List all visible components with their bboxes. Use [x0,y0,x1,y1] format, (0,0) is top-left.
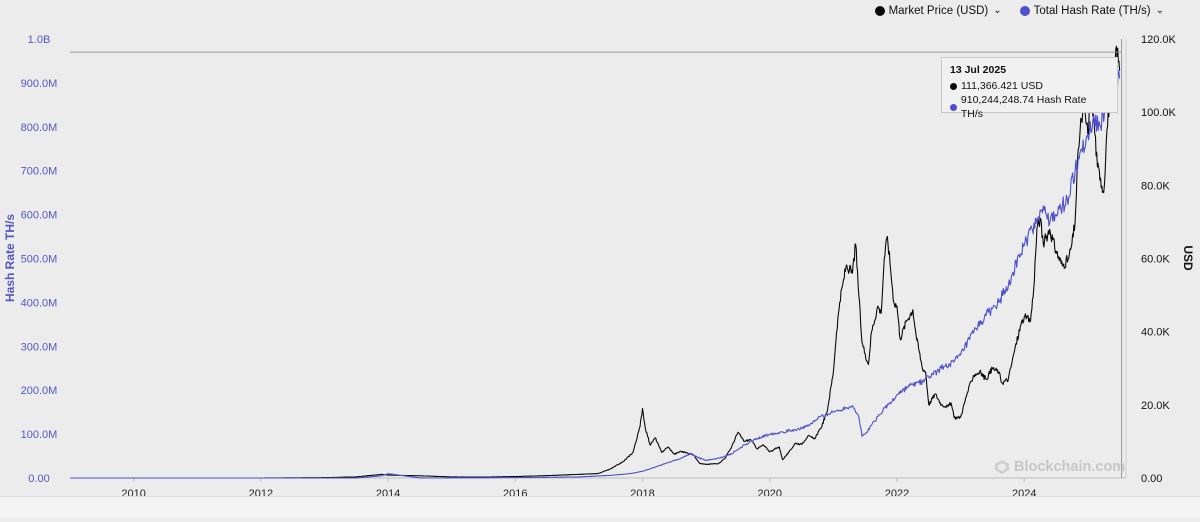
series-layer [70,45,1121,479]
left-tick-label: 600.0M [21,210,58,222]
legend-item-market-price[interactable]: Market Price (USD) ⌄ [874,4,1002,17]
left-tick-label: 800.0M [21,122,58,134]
tooltip-hash-value: 910,244,248.74 Hash Rate TH/s [960,94,1087,120]
left-tick-label: 700.0M [21,166,58,178]
legend-label-hash-rate: Total Hash Rate (TH/s) [1033,5,1151,17]
left-axis-ticks: 0.00 100.0M 200.0M 300.0M 400.0M 500.0M 600.0M… [21,34,58,485]
tooltip-dot-hash [950,103,957,111]
left-tick-label: 300.0M [21,341,58,353]
tooltip-date: 13 Jul 2025 [950,64,1007,76]
tooltip-price-value: 111,366.421 USD [961,80,1043,92]
tooltip-row-price: 111,366.421 USD [950,79,1109,93]
left-tick-label: 400.0M [21,297,58,309]
chart-tooltip: 13 Jul 2025 111,366.421 USD 910,244,248.… [941,57,1118,120]
left-tick-label: 1.0B [28,34,51,46]
legend-label-market-price: Market Price (USD) [888,5,989,17]
right-tick-label: 80.0K [1141,180,1170,192]
right-tick-label: 60.0K [1141,254,1170,266]
chevron-down-icon[interactable]: ⌄ [993,4,1002,16]
legend-item-hash-rate[interactable]: Total Hash Rate (TH/s) ⌄ [1019,4,1164,17]
right-tick-label: 100.0K [1141,107,1177,119]
left-tick-label: 0.00 [28,473,49,485]
watermark: Blockchain.com [994,459,1125,475]
hash-rate-series-line [70,69,1121,479]
left-tick-label: 900.0M [21,78,58,90]
right-axis-ticks: 0.00 20.0K 40.0K 60.0K 80.0K 100.0K 120.0K [1141,34,1177,485]
right-axis-title: USD [1181,245,1195,271]
right-tick-label: 0.00 [1141,473,1162,485]
watermark-text: Blockchain.com [1014,459,1126,475]
crosshair [70,39,1123,478]
right-tick-label: 40.0K [1141,327,1170,339]
chevron-down-icon[interactable]: ⌄ [1155,4,1164,16]
left-tick-label: 500.0M [21,254,58,266]
right-tick-label: 20.0K [1141,400,1170,412]
right-tick-label: 120.0K [1141,34,1177,46]
blockchain-logo-icon [995,460,1009,474]
legend-dot-market-price [874,6,885,16]
chart-legend: Market Price (USD) ⌄ Total Hash Rate (TH… [874,4,1164,17]
tooltip-row-hash: 910,244,248.74 Hash Rate TH/s [950,93,1109,121]
left-axis-title: Hash Rate TH/s [3,214,17,302]
legend-dot-hash-rate [1019,6,1030,16]
left-tick-label: 100.0M [21,429,58,441]
tooltip-dot-price [950,82,957,90]
bottom-strip [0,496,1200,518]
left-tick-label: 200.0M [21,385,58,397]
